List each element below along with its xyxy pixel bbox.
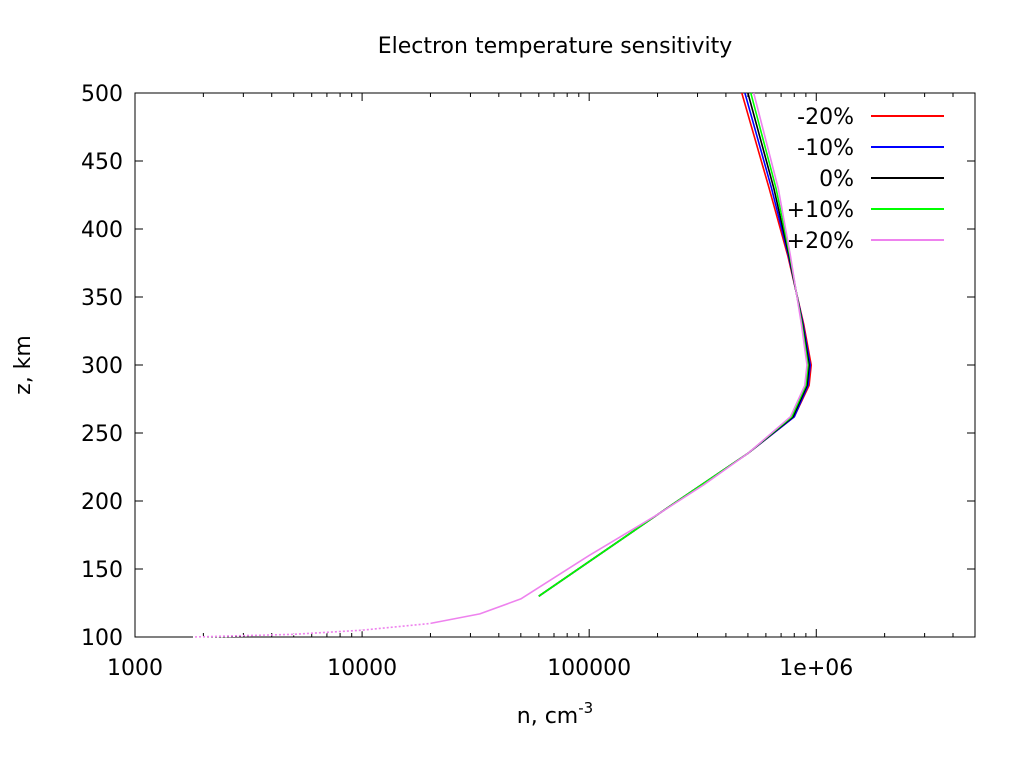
y-tick-label: 200	[81, 490, 123, 515]
y-tick-label: 500	[81, 82, 123, 107]
series-line	[538, 92, 811, 597]
x-tick-label: 10000	[327, 656, 397, 681]
legend-label: +20%	[787, 229, 854, 254]
series-line	[538, 92, 810, 597]
y-tick-label: 450	[81, 150, 123, 175]
y-tick-label: 250	[81, 422, 123, 447]
x-tick-label: 100000	[547, 656, 631, 681]
x-axis-label-superscript: -3	[578, 699, 593, 717]
legend: -20% -10% 0% +10% +20%	[787, 105, 944, 254]
y-tick-label: 350	[81, 286, 123, 311]
series-layer	[192, 92, 812, 639]
y-tick-label: 300	[81, 354, 123, 379]
x-axis: 1000 10000 100000 1e+06	[107, 93, 954, 681]
series-line	[192, 92, 808, 638]
chart-title: Electron temperature sensitivity	[378, 34, 733, 59]
x-axis-label: n, cm-3	[517, 699, 593, 729]
legend-label: +10%	[787, 198, 854, 223]
series-line	[538, 92, 809, 597]
x-tick-label: 1000	[107, 656, 163, 681]
legend-label: 0%	[819, 167, 854, 192]
x-axis-label-text: n, cm	[517, 704, 578, 729]
legend-label: -10%	[797, 136, 854, 161]
x-tick-label: 1e+06	[779, 656, 853, 681]
y-tick-label: 400	[81, 218, 123, 243]
y-tick-label: 150	[81, 558, 123, 583]
y-tick-label: 100	[81, 626, 123, 651]
legend-label: -20%	[797, 105, 854, 130]
y-axis: 100 150 200 250 300 350 400 450 500	[81, 82, 975, 651]
y-axis-label: z, km	[11, 335, 36, 395]
